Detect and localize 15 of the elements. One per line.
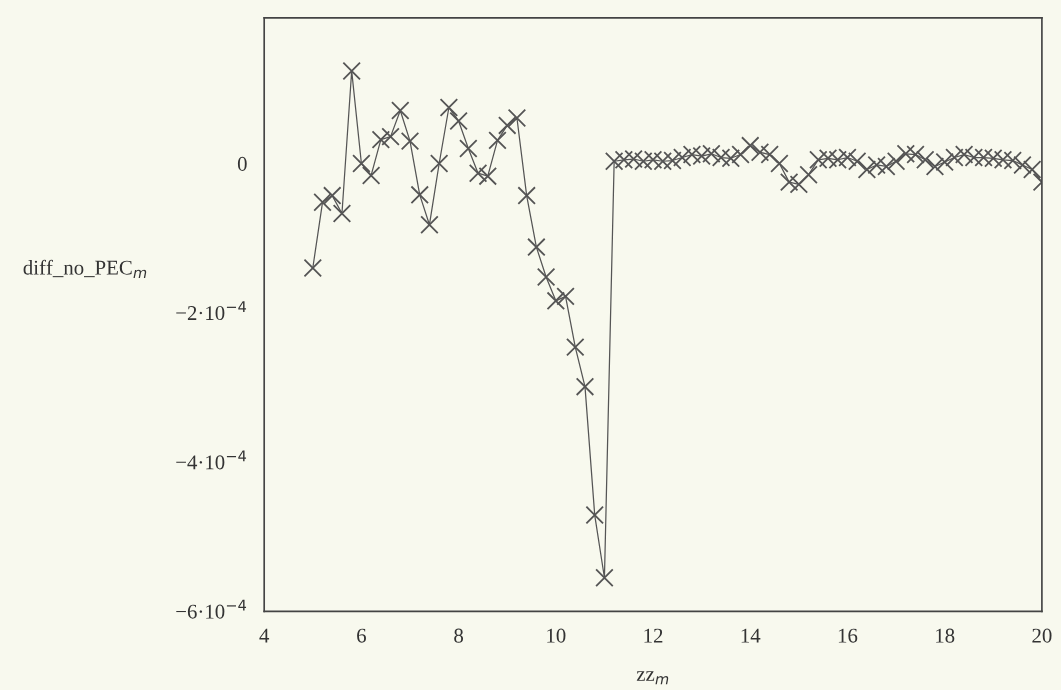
- x-tick-label: 6: [357, 628, 366, 643]
- x-tick-label: 4: [259, 628, 270, 643]
- x-tick-label: 18: [936, 628, 955, 643]
- x-tick-label: 12: [644, 628, 663, 643]
- y-tick-label: −6·10$^{−4}$: [176, 599, 247, 619]
- y-tick-label: −4·10$^{−4}$: [176, 450, 247, 470]
- y-tick-label: 0: [237, 156, 247, 171]
- x-axis-title: zz$_{m}$: [636, 671, 669, 685]
- x-tick-label: 20: [1032, 628, 1052, 643]
- x-tick-label: 14: [741, 628, 761, 643]
- x-tick-label: 10: [547, 628, 566, 643]
- y-axis-title: diff_no_PEC$_{m}$: [23, 259, 147, 278]
- x-tick-label: 8: [454, 628, 464, 643]
- x-tick-label: 16: [838, 628, 858, 643]
- y-tick-label: −2·10$^{−4}$: [176, 301, 247, 321]
